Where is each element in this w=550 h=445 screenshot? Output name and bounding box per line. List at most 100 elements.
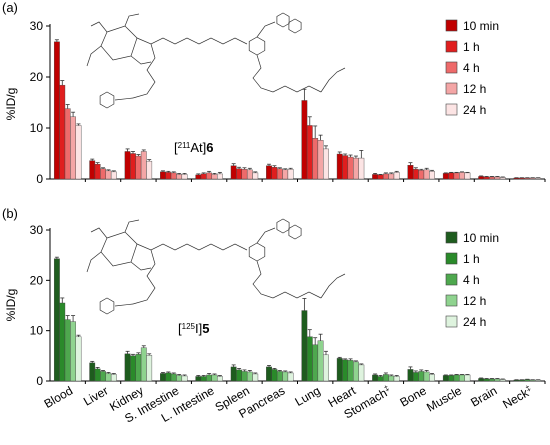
bar [513, 379, 520, 382]
x-tick-label: Brain [468, 383, 499, 409]
linker-chain [136, 243, 248, 251]
bar [483, 378, 490, 382]
legend-swatch [445, 252, 458, 265]
bar [236, 369, 242, 382]
bar [323, 148, 329, 180]
panel-label: (b) [2, 206, 18, 221]
bar [317, 340, 324, 382]
arm [130, 261, 152, 271]
bar [464, 172, 471, 180]
bar [336, 358, 343, 382]
bar [358, 364, 365, 382]
bar [146, 355, 153, 382]
bar [442, 375, 449, 382]
bar [217, 376, 223, 382]
bar [388, 173, 395, 180]
bar [459, 374, 465, 382]
x-tick-label: Liver [81, 383, 111, 408]
bar [266, 165, 272, 180]
legend-label: 10 min [463, 19, 499, 33]
bar [64, 108, 71, 180]
bar [70, 321, 76, 382]
bar [453, 374, 460, 382]
bar [423, 371, 430, 382]
bar [312, 344, 319, 382]
bar [146, 160, 153, 180]
bar [176, 174, 183, 180]
bar [412, 372, 419, 382]
bar [246, 169, 253, 180]
bar [124, 151, 131, 180]
bar [418, 170, 425, 180]
bar [140, 151, 147, 180]
bar [160, 373, 166, 382]
lysine-chain [132, 249, 156, 305]
bar [140, 347, 147, 382]
bar [429, 171, 435, 180]
bar [200, 376, 207, 382]
bar [176, 375, 183, 382]
bar [89, 160, 96, 180]
chain [256, 227, 276, 244]
bar [200, 173, 207, 180]
legend-label: 4 h [463, 273, 480, 287]
bar [301, 100, 308, 180]
bar [211, 374, 218, 382]
bar [282, 169, 289, 180]
bar [105, 373, 112, 382]
urea-chain [252, 260, 322, 299]
bar [393, 376, 400, 382]
bar [377, 174, 384, 180]
bar [412, 169, 419, 180]
bar [241, 169, 248, 180]
y-tick-label: 0 [36, 172, 43, 186]
bar [266, 366, 272, 382]
bar [535, 379, 542, 382]
legend-label: 10 min [463, 231, 499, 245]
bar [195, 174, 202, 180]
cyclohexyl-ring [248, 242, 266, 262]
bar [336, 153, 343, 180]
bar [464, 374, 471, 382]
legend-swatch [445, 315, 458, 328]
bar [489, 378, 495, 382]
bar [448, 375, 455, 382]
bar [459, 172, 465, 180]
arm [130, 55, 152, 65]
bar [347, 360, 354, 382]
bar [206, 172, 213, 180]
x-tick-label: Neck‡ [500, 383, 535, 411]
bar [442, 173, 449, 180]
bar [89, 362, 96, 382]
bar [306, 125, 313, 180]
bar [75, 336, 82, 382]
footnote-marker: ‡ [382, 383, 390, 393]
bar [513, 177, 520, 180]
bar [230, 165, 237, 180]
compound-label: [125I]5 [178, 321, 209, 336]
y-tick-label: 10 [30, 324, 44, 338]
y-axis-label: %ID/g [4, 289, 18, 322]
arm [86, 45, 102, 67]
bar [160, 171, 166, 180]
bar [230, 366, 237, 382]
bar [271, 167, 278, 180]
molecule-structure [86, 12, 346, 109]
bar [358, 157, 365, 180]
legend-swatch [445, 231, 458, 244]
bar [181, 375, 188, 382]
bar [70, 116, 76, 180]
bar [130, 355, 136, 382]
legend-swatch [445, 82, 458, 95]
bar [165, 372, 172, 382]
bar [287, 372, 294, 382]
bar [478, 378, 485, 382]
bar [499, 379, 506, 382]
bar [206, 374, 213, 382]
bar [478, 176, 485, 180]
bar [453, 172, 460, 180]
legend-swatch [445, 61, 458, 74]
bar [130, 153, 136, 180]
bar [353, 361, 359, 382]
bar [287, 169, 294, 180]
